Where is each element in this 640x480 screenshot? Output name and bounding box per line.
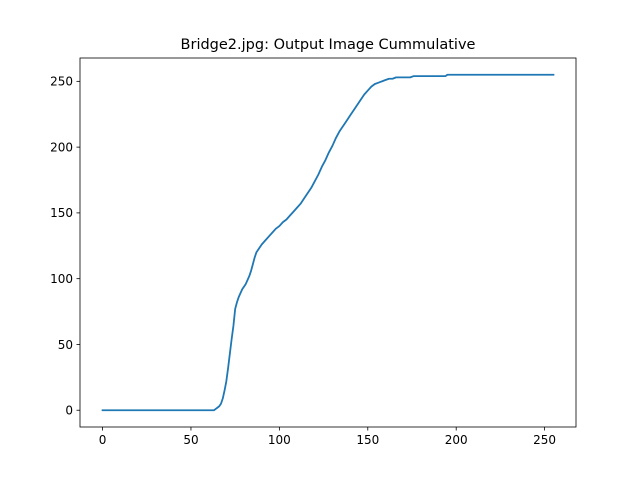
y-tick-label: 50 [58,338,73,352]
x-tick-label: 100 [268,433,291,447]
y-tick-label: 0 [65,404,73,418]
y-tick-label: 100 [50,272,73,286]
series-line [101,73,555,412]
series-group [101,73,555,412]
chart-title: Bridge2.jpg: Output Image Cummulative [181,37,476,53]
y-tick-label: 150 [50,206,73,220]
y-tick-label: 200 [50,140,73,154]
y-tick-label: 250 [50,75,73,89]
x-tick-label: 250 [533,433,556,447]
x-axis: 0 50 100 150 200 250 [99,427,556,447]
x-tick-label: 0 [99,433,107,447]
x-tick-label: 200 [445,433,468,447]
y-axis: 0 50 100 150 200 250 [50,75,80,418]
plot-area [79,57,577,428]
x-tick-label: 150 [356,433,379,447]
axes-frame [79,57,577,428]
x-tick-label: 50 [183,433,198,447]
